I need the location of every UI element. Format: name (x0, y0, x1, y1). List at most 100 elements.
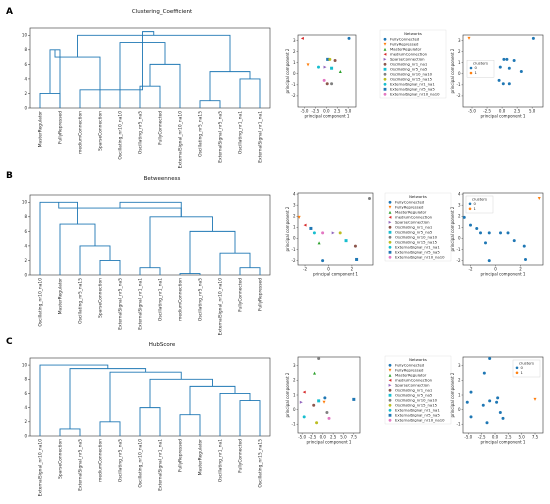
data-point (355, 257, 359, 261)
leaf-label: Oscillating_nr5_na5 (118, 439, 124, 482)
data-point (353, 244, 357, 248)
y-tick-label: 8 (24, 47, 27, 52)
networks-legend-entry: FullyConnected (395, 200, 425, 205)
dendrogram-link (49, 49, 61, 108)
networks-legend-entry: ExternalSignal_nr1_na1 (395, 245, 440, 250)
cluster-legend-label: 0 (521, 365, 524, 370)
data-point (383, 77, 387, 81)
networks-legend-box (384, 192, 452, 262)
x-tick-label: -5.0 (298, 435, 306, 440)
data-point (302, 390, 306, 394)
y-tick-label: 3 (458, 38, 461, 43)
dendrogram-link (69, 368, 147, 429)
y-axis-label: principal component 2 (285, 48, 290, 93)
networks-legend-entry: ExternalSignal_nr10_na10 (390, 92, 440, 97)
data-point (383, 67, 387, 71)
networks-legend-entry: ExternalSignal_nr5_na5 (395, 413, 440, 418)
y-tick-label: 2 (24, 91, 27, 96)
data-point (388, 235, 392, 239)
dendrogram-link (189, 230, 236, 274)
y-tick-label: 1 (458, 392, 461, 397)
y-tick-label: -1 (292, 422, 296, 427)
data-point (315, 421, 319, 425)
dendrogram-title: Betweenness (144, 176, 181, 182)
networks-legend-title: Networks (409, 194, 427, 199)
data-point (388, 398, 392, 402)
leaf-label: Oscillating_nr5_na15 (78, 278, 84, 324)
networks-legend-entry: ExternalSignal_nr5_na5 (395, 250, 440, 255)
data-point (475, 226, 479, 230)
data-point (322, 400, 326, 404)
networks-legend-entry: Oscillating_nr15_na15 (390, 77, 433, 82)
networks-legend-entry: SparseConnection (390, 57, 425, 62)
networks-legend-entry: SparseConnection (395, 220, 430, 225)
networks-legend-entry: Oscillating_nr5_na5 (395, 393, 433, 398)
y-tick-label: 2 (293, 378, 296, 383)
x-axis-label: principal component 1 (307, 440, 352, 445)
data-point (300, 36, 304, 40)
cluster-legend-label: 1 (521, 370, 524, 375)
y-tick-label: 1 (458, 225, 461, 230)
data-point (524, 257, 527, 261)
networks-legend-entry: ExternalSignal_nr10_na10 (395, 418, 445, 423)
data-point (322, 78, 326, 82)
y-tick-label: 2 (458, 214, 461, 219)
leaf-label: Oscillating_nr1_na1 (238, 111, 244, 154)
dendrogram-axes (29, 357, 271, 437)
data-point (388, 225, 392, 229)
data-point (297, 215, 301, 219)
data-point (497, 78, 501, 82)
y-tick-label: -1 (292, 247, 296, 252)
data-point (479, 231, 482, 235)
data-point (347, 36, 351, 40)
y-tick-label: 0 (458, 407, 461, 412)
x-tick-label: -2.5 (478, 435, 486, 440)
data-point (328, 57, 332, 61)
x-tick-label: 2.5 (514, 109, 521, 114)
y-tick-label: 0 (24, 272, 27, 277)
data-point (325, 411, 329, 415)
leaf-label: mediumConnection (78, 111, 84, 154)
cluster-legend-marker (515, 371, 519, 375)
data-point (505, 57, 509, 61)
networks-legend-entry: FullyConnected (390, 37, 420, 42)
scatter-axes (297, 192, 374, 266)
cluster-legend-label: 1 (474, 206, 477, 211)
x-tick-label: 5.0 (518, 435, 525, 440)
x-tick-label: 0.0 (320, 435, 327, 440)
x-tick-label: 0 (494, 267, 497, 272)
y-tick-label: 10 (22, 200, 28, 205)
data-point (338, 231, 342, 235)
y-tick-label: 3 (458, 202, 461, 207)
cluster-legend-label: 1 (475, 70, 478, 75)
y-tick-label: -1 (457, 422, 461, 427)
data-point (388, 368, 392, 372)
leaf-label: Oscillating_nr10_na10 (38, 278, 44, 327)
dendrogram-link (209, 71, 251, 101)
data-point (388, 373, 392, 377)
data-point (383, 82, 387, 86)
x-tick-label: -2 (469, 267, 473, 272)
networks-legend-entry: ExternalSignal_nr10_na10 (395, 255, 445, 260)
y-tick-label: 8 (24, 377, 27, 382)
data-point (388, 383, 392, 387)
data-point (388, 413, 392, 417)
data-point (487, 259, 491, 263)
data-point (388, 393, 392, 397)
data-point (388, 418, 392, 422)
data-point (487, 231, 491, 235)
y-tick-label: 1 (293, 392, 296, 397)
data-point (388, 230, 392, 234)
x-axis-label: principal component 1 (481, 114, 526, 119)
x-tick-label: 0.0 (323, 109, 330, 114)
data-point (488, 356, 492, 360)
cluster-legend-box (465, 195, 494, 214)
data-point (367, 197, 371, 201)
leaf-label: MasterRegulator (38, 111, 44, 147)
y-tick-label: 3 (293, 363, 296, 368)
dendrogram-link (109, 371, 182, 422)
y-tick-label: 10 (22, 33, 28, 38)
networks-legend-entry: Oscillating_nr1_na1 (390, 62, 428, 67)
networks-legend-box (379, 29, 447, 99)
data-point (383, 92, 387, 96)
